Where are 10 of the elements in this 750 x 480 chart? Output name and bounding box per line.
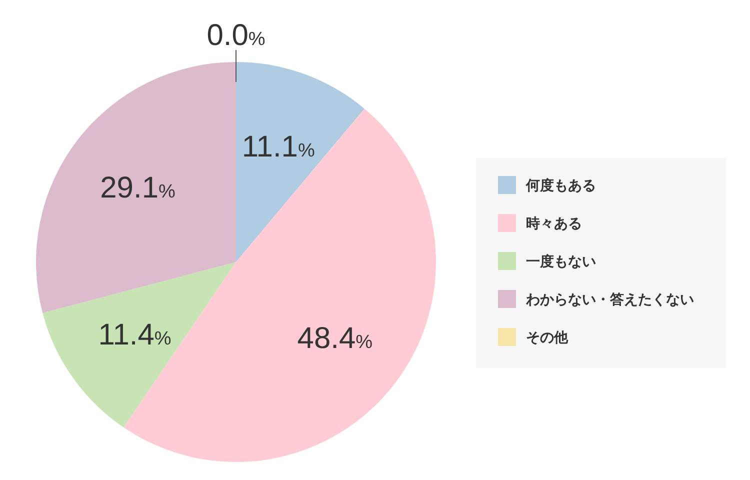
legend-label: わからない・答えたくない: [525, 291, 694, 307]
text: 0.0%: [206, 19, 266, 52]
data-label: 11.1%: [242, 130, 316, 164]
legend-label: その他: [526, 329, 569, 345]
legend-label: 何度もある: [525, 177, 596, 193]
legend-label: 一度もない: [526, 253, 596, 269]
data-label: 48.4%: [297, 322, 373, 355]
data-label: 29.1%: [100, 171, 176, 204]
data-label: 11.4%: [98, 318, 172, 352]
legend-label: 時々ある: [526, 215, 582, 231]
